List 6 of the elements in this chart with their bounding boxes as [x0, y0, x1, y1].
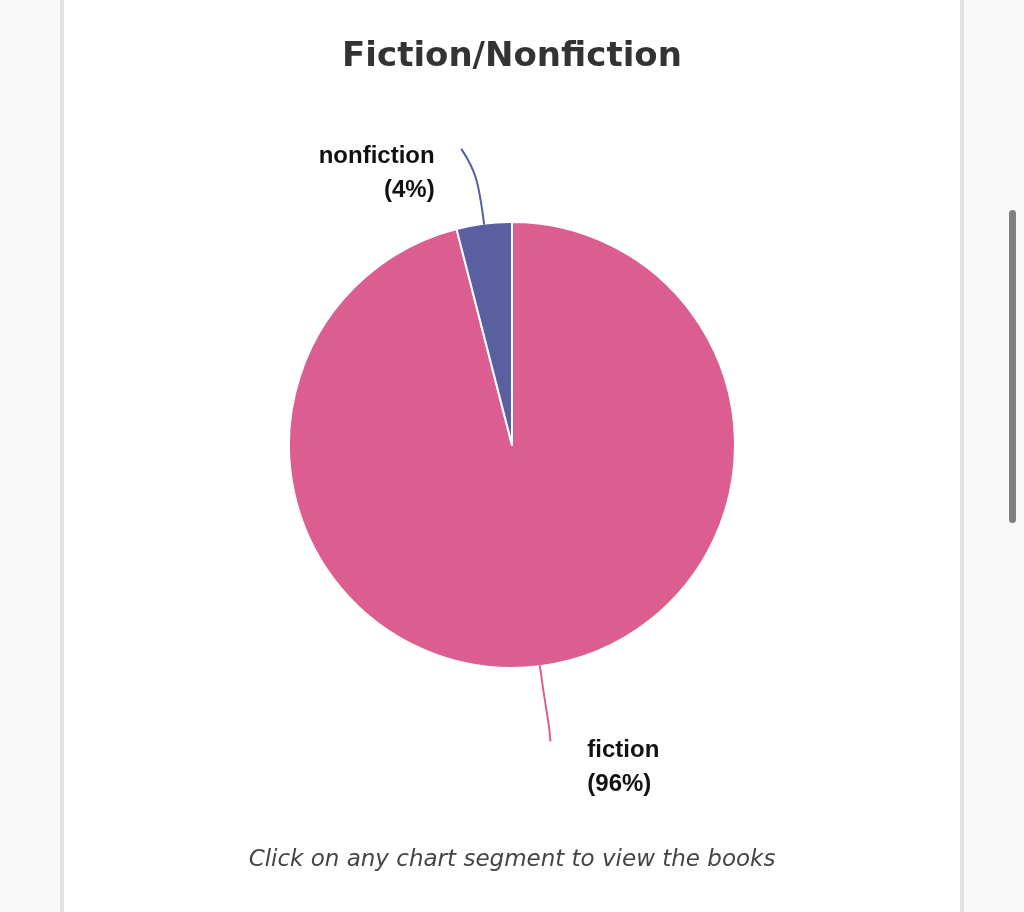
data-label: (96%) — [587, 768, 652, 796]
data-label: (4%) — [383, 175, 435, 203]
slice-label: nonfiction — [318, 141, 435, 169]
chart-title: Fiction/Nonfiction — [342, 34, 682, 74]
text: Click on any chart segment to view the books — [248, 845, 776, 871]
slice-label: fiction — [587, 734, 660, 762]
